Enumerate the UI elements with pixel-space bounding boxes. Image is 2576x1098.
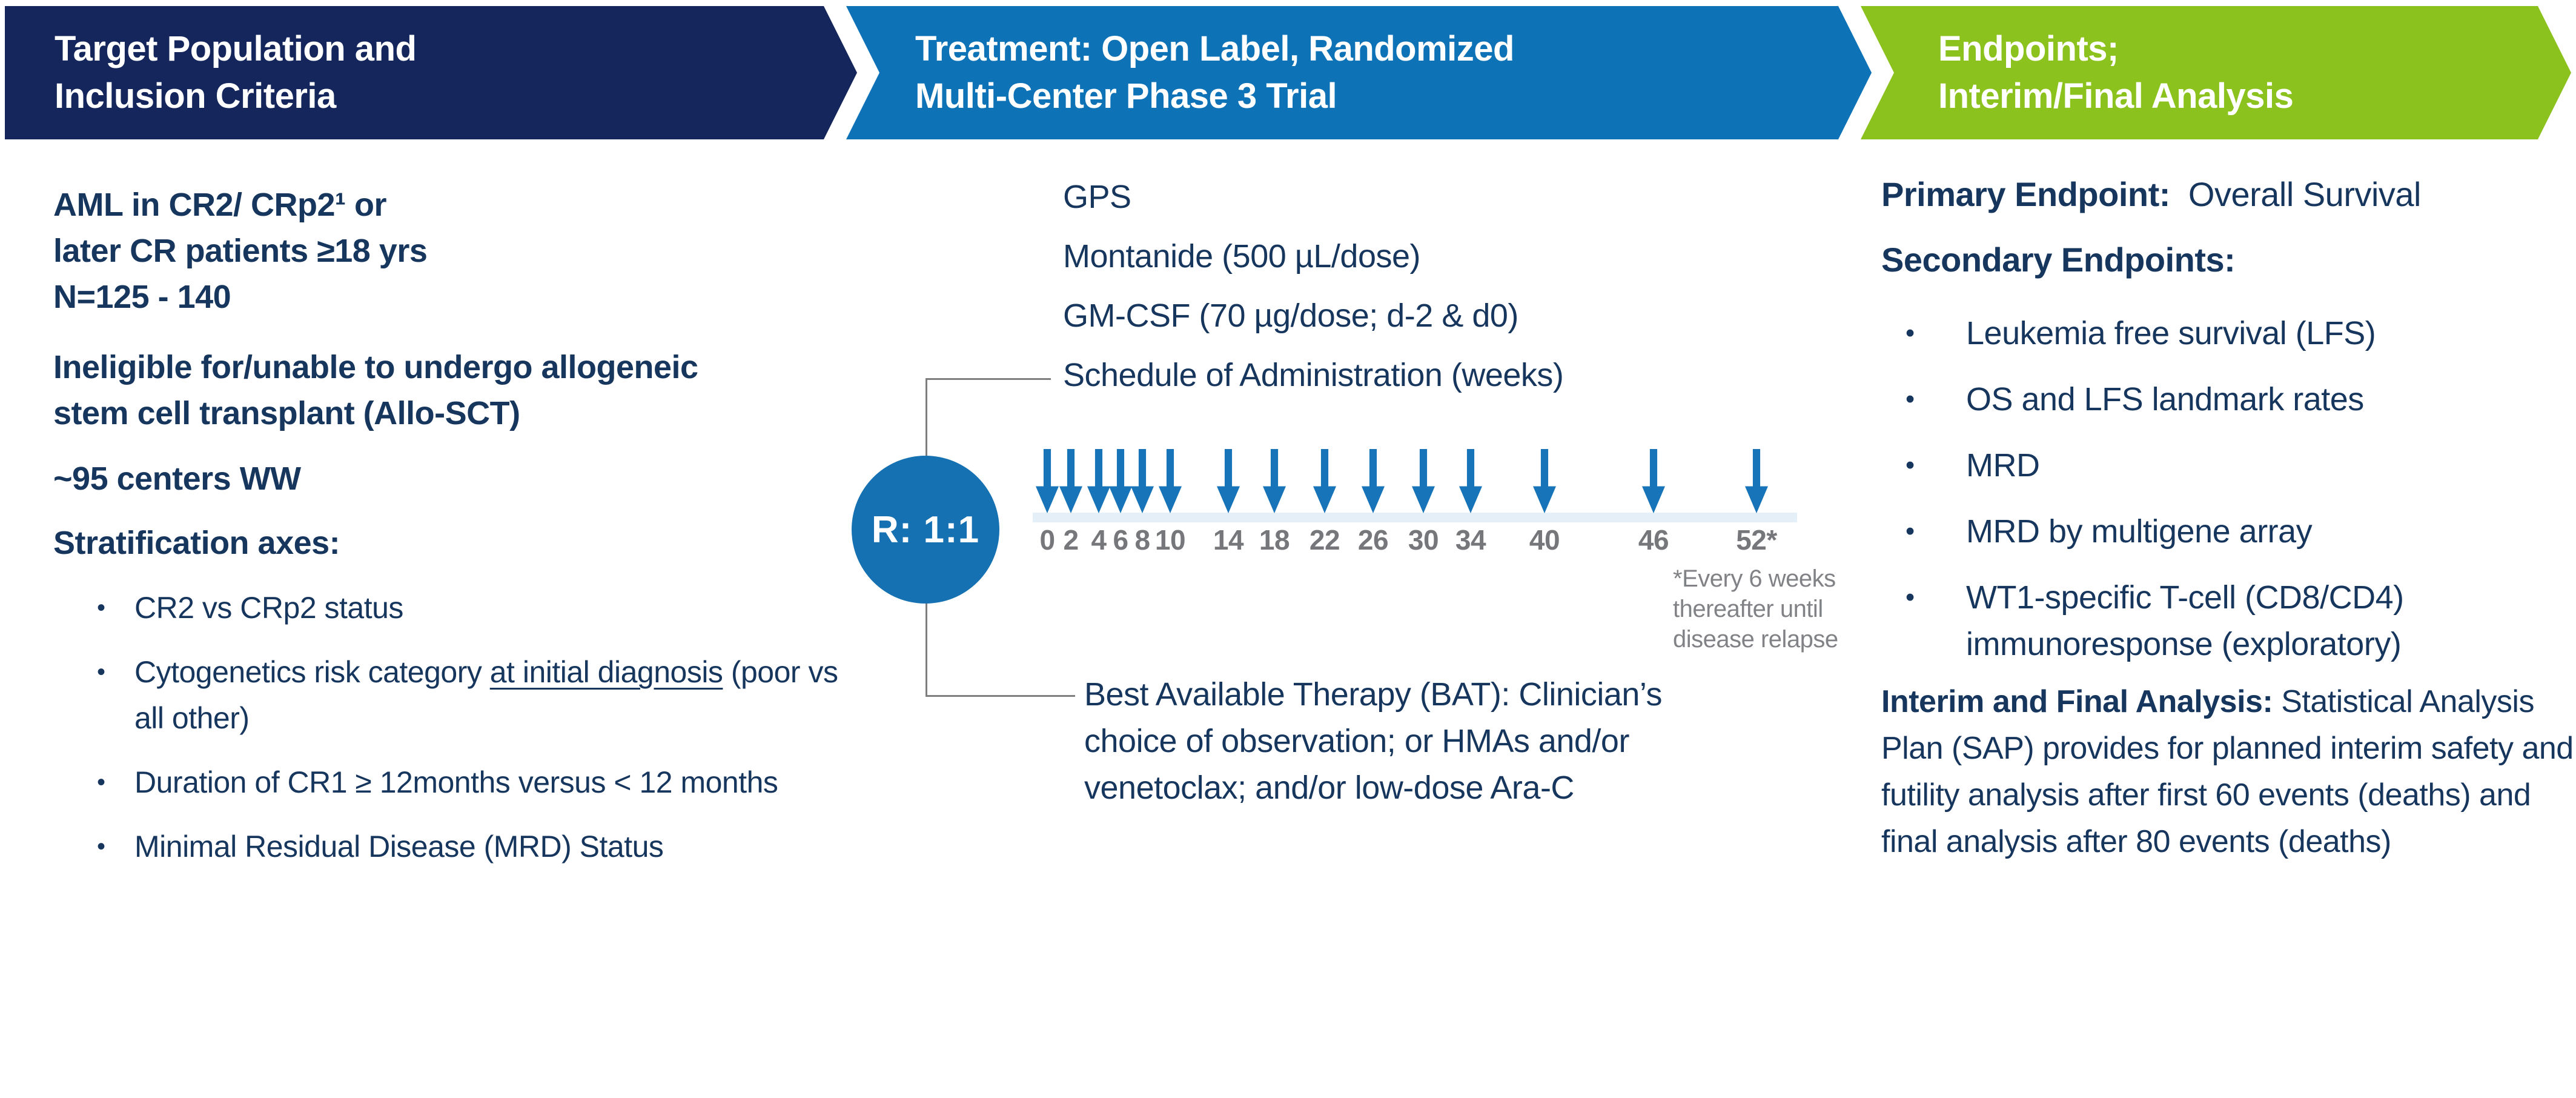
schedule-label: Schedule of Administration (weeks) [1063,357,1564,393]
week-label: 30 [1408,524,1439,556]
dose-arrow-icon [1059,449,1082,513]
dose-arrow-icon [1131,449,1154,513]
gmcsf-label: GM-CSF (70 µg/dose; d-2 & d0) [1063,298,1518,334]
week-label: 8 [1134,524,1150,556]
secondary-endpoints-heading: Secondary Endpoints: [1881,240,2236,279]
underlined-text: at initial diagnosis [489,655,723,689]
randomization-bracket-bottom-line [925,695,1075,697]
text-line: disease relapse [1673,626,1838,653]
week-label: 34 [1455,524,1486,556]
text-line: *Every 6 weeks [1673,565,1836,592]
primary-endpoint-label: Primary Endpoint: [1881,175,2170,213]
timeline-footnote: *Every 6 weeks thereafter until disease re… [1673,564,1838,654]
header-line: Target Population and [55,29,417,68]
list-item: MRD [1906,442,2511,489]
dose-arrow-icon [1533,449,1556,513]
list-item: CR2 vs CRp2 status [97,585,866,631]
header-line: Treatment: Open Label, Randomized [915,29,1514,68]
header-chevron-endpoints: Endpoints; Interim/Final Analysis [1861,6,2571,139]
list-item: Minimal Residual Disease (MRD) Status [97,824,866,870]
primary-endpoint-value: Overall Survival [2188,175,2422,213]
dose-arrow-icon [1159,449,1182,513]
week-label: 40 [1529,524,1560,556]
dose-arrow-icon [1036,449,1059,513]
text-line: thereafter until [1673,596,1823,622]
stratification-heading: Stratification axes: [53,525,340,561]
secondary-endpoints-list: Leukemia free survival (LFS) OS and LFS l… [1906,310,2511,687]
dose-arrow-icon [1412,449,1435,513]
dose-arrow-icon [1642,449,1665,513]
list-item: WT1-specific T-cell (CD8/CD4) immunoresp… [1906,574,2511,668]
week-label: 22 [1309,524,1340,556]
dose-arrow-icon [1745,449,1768,513]
dose-arrow-icon [1217,449,1240,513]
stratification-list: CR2 vs CRp2 status Cytogenetics risk cate… [97,585,866,888]
text-line: stem cell transplant (Allo-SCT) [53,395,520,431]
randomization-ratio: R: 1:1 [871,508,980,551]
list-item: Leukemia free survival (LFS) [1906,310,2511,357]
montanide-label: Montanide (500 µL/dose) [1063,238,1421,274]
dose-arrow-icon [1109,449,1132,513]
text-line: venetoclax; and/or low-dose Ara-C [1084,770,1574,806]
text-line: AML in CR2/ CRp2¹ or [53,187,387,223]
header-text: Endpoints; Interim/Final Analysis [1861,25,2293,120]
week-label: 6 [1113,524,1128,556]
week-label: 26 [1357,524,1389,556]
timeline-baseline [1033,513,1797,522]
list-item: Duration of CR1 ≥ 12months versus < 12 m… [97,759,866,805]
week-label: 2 [1063,524,1079,556]
list-item: OS and LFS landmark rates [1906,376,2511,423]
week-label: 0 [1039,524,1055,556]
header-chevron-treatment: Treatment: Open Label, Randomized Multi-… [846,6,1872,139]
dose-arrow-icon [1459,449,1482,513]
week-label: 10 [1154,524,1186,556]
week-label: 18 [1259,524,1290,556]
header-text: Treatment: Open Label, Randomized Multi-… [846,25,1514,120]
header-line: Multi-Center Phase 3 Trial [915,76,1337,116]
header-chevron-target-population: Target Population and Inclusion Criteria [5,6,857,139]
list-item: Cytogenetics risk category at initial di… [97,649,866,741]
list-item: MRD by multigene array [1906,508,2511,555]
week-label: 52* [1736,524,1777,556]
primary-endpoint-line: Primary Endpoint: Overall Survival [1881,175,2422,214]
randomization-bracket-top-line [925,378,1051,380]
ineligible-block: Ineligible for/unable to undergo allogen… [53,344,698,436]
interim-analysis-text: Statistical Analysis Plan (SAP) provides… [1881,684,2574,859]
secondary-endpoints-label: Secondary Endpoints: [1881,241,2236,279]
header-text: Target Population and Inclusion Criteria [5,25,416,120]
randomization-circle: R: 1:1 [852,456,999,604]
week-label: 4 [1091,524,1107,556]
dose-arrow-icon [1263,449,1286,513]
text-line: Ineligible for/unable to undergo allogen… [53,349,698,385]
text-line: later CR patients ≥18 yrs [53,233,428,269]
gps-label: GPS [1063,179,1131,215]
centers-line: ~95 centers WW [53,461,301,497]
dose-arrow-icon [1087,449,1110,513]
week-label: 14 [1213,524,1244,556]
bat-arm-text: Best Available Therapy (BAT): Clinician’… [1084,671,1662,811]
header-line: Interim/Final Analysis [1938,76,2294,116]
header-line: Inclusion Criteria [55,76,336,116]
population-block: AML in CR2/ CRp2¹ or later CR patients ≥1… [53,182,428,320]
week-label: 46 [1638,524,1669,556]
text-line: Best Available Therapy (BAT): Clinician’… [1084,676,1662,713]
dose-arrow-icon [1362,449,1385,513]
dose-arrow-icon [1313,449,1336,513]
interim-analysis-paragraph: Interim and Final Analysis: Statistical … [1881,679,2576,865]
text-line: choice of observation; or HMAs and/or [1084,723,1629,759]
interim-analysis-label: Interim and Final Analysis: [1881,684,2273,719]
header-line: Endpoints; [1938,29,2119,68]
text-line: N=125 - 140 [53,279,231,315]
